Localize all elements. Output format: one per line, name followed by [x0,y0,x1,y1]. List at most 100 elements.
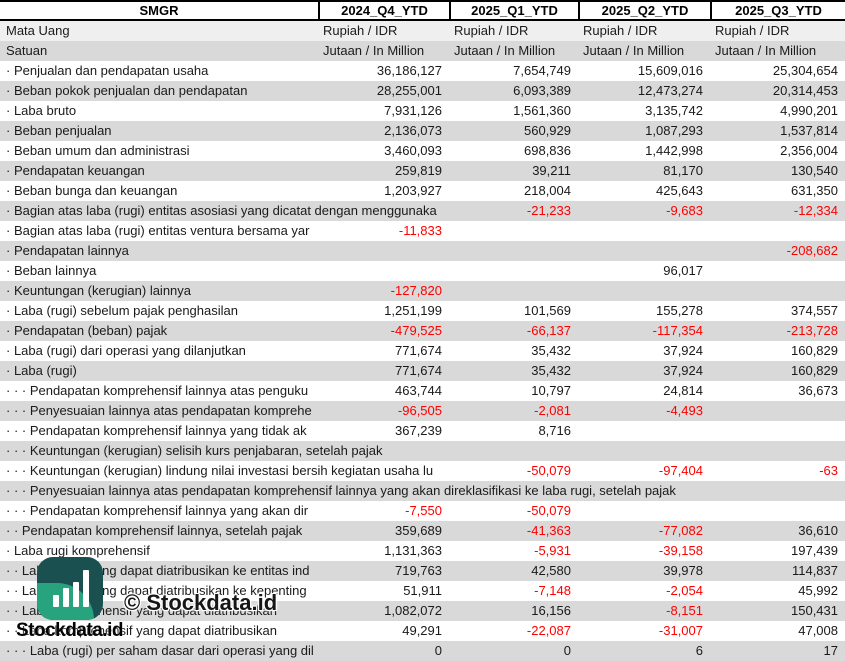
table-row: · Laba bruto 7,931,126 1,561,360 3,135,7… [0,101,845,121]
cell-2025-q1: -50,079 [526,503,571,518]
cell-2025-q2: 155,278 [656,303,703,318]
table-row: · Pendapatan lainnya -208,682 [0,241,845,261]
cell-2025-q2: 1,087,293 [645,123,703,138]
cell-2024-q4: 719,763 [395,563,442,578]
cell-2024-q4: -96,505 [397,403,442,418]
cell-2024-q4: 36,186,127 [376,63,442,78]
cell-2024-q4: 771,674 [395,363,442,378]
row-label: · Pendapatan lainnya [6,243,129,258]
cell-2025-q1: 6,093,389 [513,83,571,98]
cell-2025-q3: 45,992 [798,583,838,598]
table-row: · Penjualan dan pendapatan usaha 36,186,… [0,61,845,81]
table-row: · · Laba komprehensif yang dapat diatrib… [0,601,845,621]
cell-2024-q4 [318,261,449,281]
row-label: · Beban bunga dan keuangan [6,183,178,198]
row-label: · Bagian atas laba (rugi) entitas ventur… [6,223,310,238]
cell-2025-q1: -66,137 [526,323,571,338]
row-label: · · Laba (rugi) yang dapat diatribusikan… [6,563,310,578]
cell-2025-q3 [710,481,845,501]
cell-2025-q1: 42,580 [531,563,571,578]
cell-2025-q3: 36,673 [798,383,838,398]
cell-2025-q1: -5,931 [534,543,571,558]
row-label: · Beban penjualan [6,123,112,138]
table-header-row: SMGR 2024_Q4_YTD 2025_Q1_YTD 2025_Q2_YTD… [0,0,845,21]
row-label: · · · Penyesuaian lainnya atas pendapata… [6,483,676,498]
table-row: · · · Keuntungan (kerugian) lindung nila… [0,461,845,481]
cell-2025-q1: Jutaan / In Million [454,43,556,58]
cell-2024-q4: 49,291 [402,623,442,638]
cell-2025-q1 [449,221,578,241]
cell-2025-q2: -97,404 [658,463,703,478]
cell-2025-q2: -9,683 [666,203,703,218]
cell-2025-q2 [578,241,710,261]
cell-2025-q2: 1,442,998 [645,143,703,158]
row-label: · · · Pendapatan komprehensif lainnya at… [6,383,309,398]
cell-2025-q2: -8,151 [666,603,703,618]
cell-2025-q3: -208,682 [786,243,838,258]
cell-2025-q3: 631,350 [791,183,838,198]
cell-2025-q3: -63 [819,463,838,478]
table-row: · · · Penyesuaian lainnya atas pendapata… [0,401,845,421]
row-label: · Beban pokok penjualan dan pendapatan [6,83,248,98]
cell-2025-q1: Rupiah / IDR [454,23,529,38]
cell-2025-q3 [710,281,845,301]
row-label: · Pendapatan keuangan [6,163,145,178]
row-label: · Laba (rugi) [6,363,77,378]
table-row: · Laba (rugi) sebelum pajak penghasilan … [0,301,845,321]
cell-2025-q2 [578,221,710,241]
table-row: · Bagian atas laba (rugi) entitas asosia… [0,201,845,221]
cell-2024-q4: -11,833 [398,223,442,238]
table-body: Mata Uang Rupiah / IDR Rupiah / IDR Rupi… [0,21,845,661]
cell-2025-q1: 7,654,749 [513,63,571,78]
table-row: · · · Laba (rugi) per saham dasar dari o… [0,641,845,661]
cell-2025-q3 [710,501,845,521]
cell-2024-q4: 771,674 [395,343,442,358]
row-label: · · · Keuntungan (kerugian) selisih kurs… [6,443,383,458]
table-row: · Bagian atas laba (rugi) entitas ventur… [0,221,845,241]
cell-2025-q3: 160,829 [791,363,838,378]
cell-2024-q4: 28,255,001 [376,83,442,98]
cell-2025-q2: 81,170 [663,163,703,178]
cell-2025-q3: Jutaan / In Million [715,43,817,58]
cell-2025-q2 [578,501,710,521]
cell-2024-q4: -7,550 [405,503,442,518]
cell-2025-q2: 39,978 [663,563,703,578]
cell-2025-q1: 10,797 [531,383,571,398]
row-label: · · · Pendapatan komprehensif lainnya ya… [6,503,309,518]
table-row: · Beban bunga dan keuangan 1,203,927 218… [0,181,845,201]
cell-2025-q3: 114,837 [791,563,838,578]
cell-2025-q1: 698,836 [524,143,571,158]
cell-2025-q1: -22,087 [526,623,571,638]
cell-2025-q1: -41,363 [526,523,571,538]
cell-2025-q1: -2,081 [534,403,571,418]
cell-2025-q2: 37,924 [663,343,703,358]
cell-2024-q4: 0 [434,643,442,658]
cell-2025-q2: Jutaan / In Million [583,43,685,58]
row-label: · Keuntungan (kerugian) lainnya [6,283,192,298]
cell-2024-q4: 359,689 [395,523,442,538]
table-row: · · · Pendapatan komprehensif lainnya at… [0,381,845,401]
cell-2025-q1: 101,569 [524,303,571,318]
cell-2024-q4 [318,241,449,261]
row-label: · Laba bruto [6,103,77,118]
cell-2025-q3: 1,537,814 [780,123,838,138]
cell-2024-q4: 7,931,126 [384,103,442,118]
row-label: · · Laba komprehensif yang dapat diatrib… [6,623,277,638]
cell-2025-q3: 130,540 [791,163,838,178]
cell-2024-q4: -479,525 [390,323,442,338]
table-row: · Laba rugi komprehensif 1,131,363 -5,93… [0,541,845,561]
row-label: · · Pendapatan komprehensif lainnya, set… [6,523,303,538]
cell-2025-q3 [710,261,845,281]
row-label: · Bagian atas laba (rugi) entitas asosia… [6,203,437,218]
cell-2025-q2: -39,158 [658,543,703,558]
row-label: · · · Laba (rugi) per saham dasar dari o… [6,643,314,658]
cell-2025-q3: 150,431 [791,603,838,618]
cell-2025-q1: 35,432 [531,343,571,358]
row-label: · Laba (rugi) sebelum pajak penghasilan [6,303,238,318]
cell-2025-q3: -12,334 [793,203,838,218]
cell-2025-q3 [710,441,845,461]
cell-2025-q1: 8,716 [538,423,571,438]
cell-2025-q1 [449,261,578,281]
row-label: · Laba rugi komprehensif [6,543,150,558]
